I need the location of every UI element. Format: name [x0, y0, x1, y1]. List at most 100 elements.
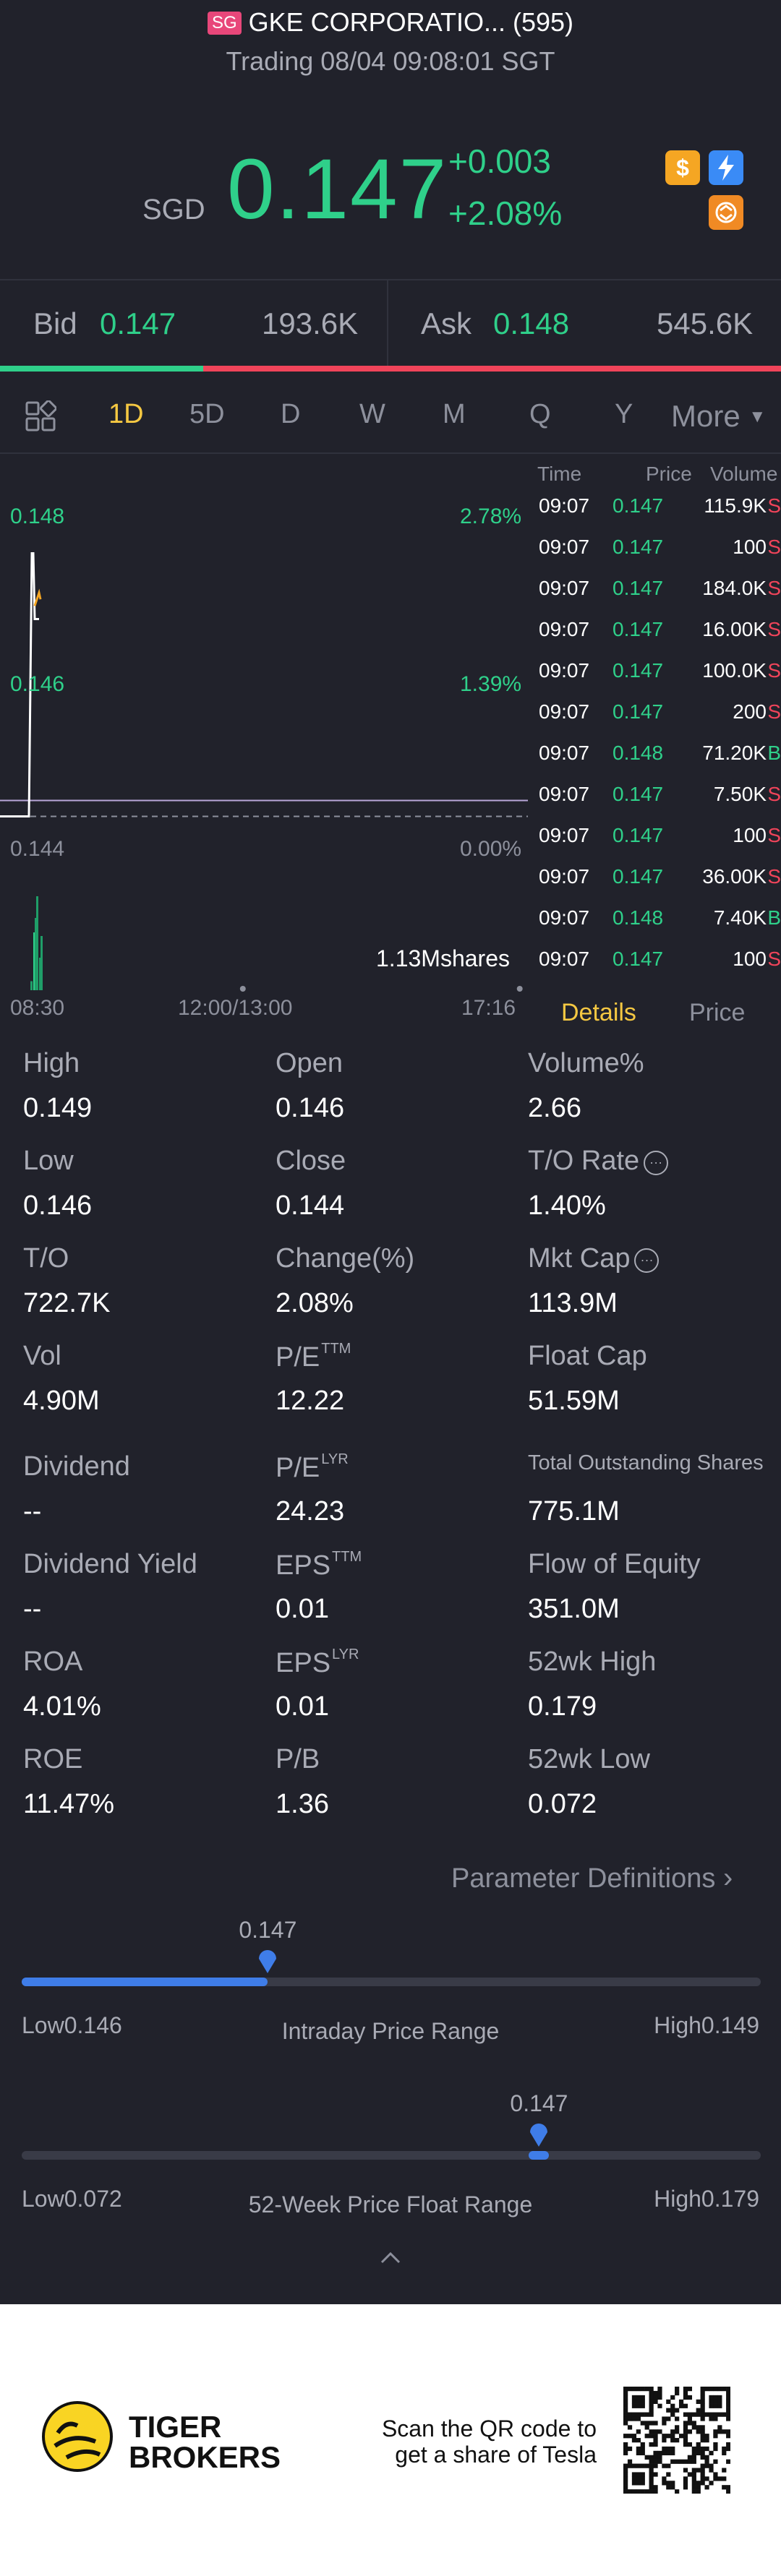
volume-bar [30, 981, 33, 990]
qr-code-icon[interactable] [623, 2387, 730, 2494]
x-grid-dot [239, 986, 246, 992]
trade-side: S [767, 659, 781, 682]
stat-value: 4.01% [23, 1691, 101, 1722]
x-grid-dot [516, 986, 523, 992]
stat-label: Open [276, 1048, 343, 1079]
stat-label: Total Outstanding Shares [528, 1451, 764, 1475]
swap-icon[interactable] [709, 195, 743, 230]
week52-high-value: 0.179 [701, 2186, 759, 2212]
stat-label-text: P/E [276, 1342, 320, 1373]
trade-side: B [767, 906, 781, 929]
info-icon[interactable]: ··· [634, 1248, 660, 1273]
tab-more[interactable]: More ▼ [671, 399, 766, 434]
volume-bar [33, 932, 35, 990]
stat-label-sup: LYR [321, 1451, 349, 1467]
stat-value: 0.149 [23, 1093, 93, 1123]
trade-time: 09:07 [539, 824, 590, 846]
y-tick-label: 0.146 [10, 672, 65, 696]
trade-row: 09:07 0.148 71.20K B [532, 742, 781, 783]
stat-value: 0.01 [276, 1594, 329, 1624]
trade-row: 09:07 0.148 7.40K B [532, 906, 781, 948]
tab-d[interactable]: D [281, 399, 301, 429]
bid-ratio-bar [0, 366, 203, 372]
tab-more-label: More [671, 399, 741, 433]
parameter-definitions-link[interactable]: Parameter Definitions › [451, 1862, 733, 1894]
intraday-range-fill [22, 1978, 268, 1986]
stat-label-text: Flow of Equity [528, 1549, 701, 1579]
trade-volume: 71.20K [702, 742, 767, 764]
intraday-chart[interactable]: 0.148 0.146 0.144 2.78% 1.39% 0.00% 1.13… [0, 463, 528, 1020]
week52-range-track [22, 2151, 761, 2160]
tab-m[interactable]: M [443, 399, 466, 429]
stat-value: 775.1M [528, 1496, 620, 1527]
stat-label: EPS TTM [276, 1549, 362, 1581]
stat-label: 52wk Low [528, 1744, 650, 1775]
stat-label-text: ROA [23, 1647, 83, 1677]
stat-label-text: Mkt Cap [528, 1243, 631, 1274]
stat-label: P/E TTM [276, 1341, 351, 1373]
grid-icon[interactable] [25, 400, 56, 432]
stat-label: Low [23, 1146, 74, 1177]
chevron-right-icon: › [722, 1862, 733, 1894]
intraday-high-value: 0.149 [701, 2012, 759, 2038]
trade-row: 09:07 0.147 100.0K S [532, 659, 781, 700]
trade-time: 09:07 [539, 700, 590, 723]
stat-value: 1.40% [528, 1190, 606, 1221]
y-tick-label: 0.148 [10, 505, 65, 528]
stat-value: 0.179 [528, 1691, 597, 1722]
stat-label-text: Open [276, 1048, 343, 1078]
brand-name-line1: TIGER [129, 2410, 222, 2444]
stat-label-text: EPS [276, 1648, 331, 1678]
trade-row: 09:07 0.147 100 S [532, 948, 781, 989]
tab-5d[interactable]: 5D [189, 399, 225, 429]
trade-row: 09:07 0.147 200 S [532, 700, 781, 742]
week52-range-title: 52-Week Price Float Range [248, 2191, 533, 2217]
stat-label-text: Dividend [23, 1451, 130, 1482]
stat-value: 1.36 [276, 1789, 329, 1819]
trade-time: 09:07 [539, 536, 590, 558]
tab-q[interactable]: Q [529, 399, 551, 429]
info-icon[interactable]: ··· [644, 1151, 669, 1175]
trade-time: 09:07 [539, 906, 590, 929]
stat-value: 113.9M [528, 1288, 618, 1318]
currency-label: SGD [142, 194, 205, 226]
trade-row: 09:07 0.147 100 S [532, 536, 781, 577]
trade-time: 09:07 [539, 783, 590, 805]
trade-side: S [767, 865, 781, 888]
volume-label: 1.13Mshares [376, 945, 510, 971]
intraday-low-value: 0.146 [64, 2012, 122, 2038]
trade-row: 09:07 0.147 16.00K S [532, 618, 781, 659]
stat-value: 2.66 [528, 1093, 581, 1123]
trade-volume: 7.50K [713, 783, 767, 805]
stat-label-text: Close [276, 1146, 346, 1176]
tab-details[interactable]: Details [561, 999, 636, 1026]
stat-value: 351.0M [528, 1594, 620, 1624]
trade-price: 0.147 [613, 577, 664, 599]
bid-label: Bid [33, 306, 77, 340]
stat-label-text: P/B [276, 1744, 320, 1774]
intraday-range-track [22, 1978, 761, 1986]
divider [387, 279, 388, 366]
intraday-current-value: 0.147 [239, 1917, 297, 1943]
chart-canvas [0, 552, 528, 992]
dollar-icon[interactable]: $ [665, 150, 700, 185]
stat-value: -- [23, 1594, 42, 1624]
tab-y[interactable]: Y [615, 399, 633, 429]
week52-low: Low0.072 [22, 2186, 122, 2212]
stat-label-text: P/E [276, 1453, 320, 1483]
stat-label-text: T/O Rate [528, 1146, 640, 1176]
tab-price[interactable]: Price [689, 999, 746, 1026]
period-tabs: 1D 5D D W M Q Y More ▼ [0, 389, 781, 444]
trade-volume: 115.9K [704, 494, 767, 517]
trade-volume: 200 [733, 700, 767, 723]
x-tick-label: 12:00/13:00 [178, 996, 293, 1020]
chevron-up-icon[interactable] [379, 2249, 402, 2267]
tab-1d[interactable]: 1D [108, 399, 144, 429]
stat-value: 0.144 [276, 1190, 345, 1221]
tab-w[interactable]: W [359, 399, 385, 429]
stat-value: 0.01 [276, 1691, 329, 1722]
intraday-high-label: High [654, 2012, 701, 2038]
intraday-low: Low0.146 [22, 2012, 122, 2039]
trade-time: 09:07 [539, 618, 590, 640]
flash-icon[interactable] [709, 150, 743, 185]
